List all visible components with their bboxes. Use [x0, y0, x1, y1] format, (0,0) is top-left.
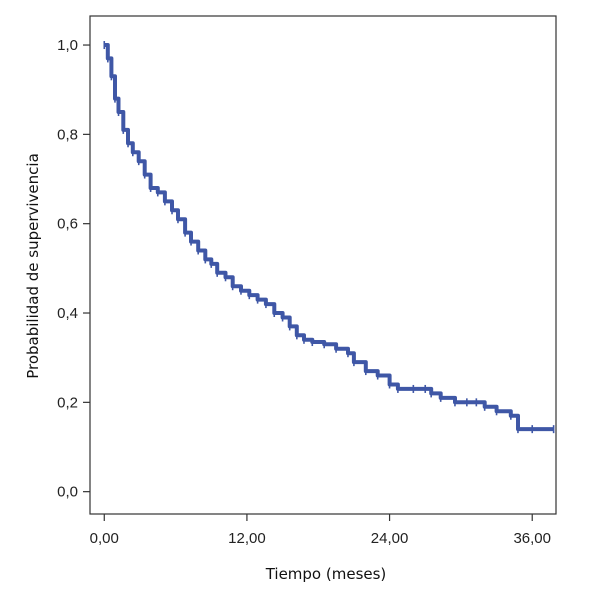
x-axis-title: Tiempo (meses) [265, 565, 387, 583]
y-axis: 0,0 0,2 0,4 0,6 0,8 1,0 [57, 37, 90, 501]
x-tick-label: 0,00 [90, 530, 119, 547]
y-tick-label: 0,8 [57, 126, 78, 143]
x-tick-label: 24,00 [371, 530, 409, 547]
plot-area [89, 15, 557, 515]
x-tick-label: 36,00 [513, 530, 551, 547]
y-axis-title: Probabilidad de supervivencia [24, 153, 42, 379]
x-tick-label: 12,00 [228, 530, 266, 547]
y-tick-label: 0,0 [57, 484, 78, 501]
y-tick-label: 1,0 [57, 37, 78, 54]
x-axis: 0,00 12,00 24,00 36,00 [90, 514, 551, 547]
censor-marks [103, 41, 555, 434]
y-tick-label: 0,4 [57, 305, 78, 322]
y-tick-label: 0,6 [57, 216, 78, 233]
y-tick-label: 0,2 [57, 394, 78, 411]
